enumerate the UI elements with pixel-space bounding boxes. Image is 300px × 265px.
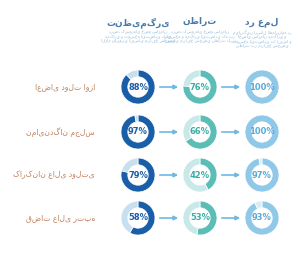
Text: نمایندگان مجلس: نمایندگان مجلس xyxy=(26,127,95,137)
Text: قضات عالی رتبه: قضات عالی رتبه xyxy=(26,214,95,223)
Text: افشای منافع شخصی نظارت دارند: افشای منافع شخصی نظارت دارند xyxy=(164,39,236,43)
Text: 93%: 93% xyxy=(252,214,272,223)
Wedge shape xyxy=(245,158,279,192)
Wedge shape xyxy=(245,70,279,104)
Text: کارکنان عالی دولتی: کارکنان عالی دولتی xyxy=(14,170,95,179)
Text: تنظیمگری: تنظیمگری xyxy=(106,17,170,28)
Wedge shape xyxy=(186,115,217,149)
Wedge shape xyxy=(255,201,262,209)
Text: الزام قانونی افشای منافع شخصی: الزام قانونی افشای منافع شخصی xyxy=(101,39,175,43)
Wedge shape xyxy=(122,158,138,173)
Text: 76%: 76% xyxy=(190,82,210,91)
Text: 88%: 88% xyxy=(128,82,148,91)
Wedge shape xyxy=(126,70,138,80)
Wedge shape xyxy=(183,158,208,192)
Text: میانگین ارسال اظهارنامه در: میانگین ارسال اظهارنامه در xyxy=(233,30,291,35)
Wedge shape xyxy=(183,70,217,104)
Text: 100%: 100% xyxy=(249,82,275,91)
Wedge shape xyxy=(245,115,279,149)
Text: 100%: 100% xyxy=(249,127,275,136)
Text: توسعه و همکاری اقتصادی که بر: توسعه و همکاری اقتصادی که بر xyxy=(165,34,235,39)
Text: 66%: 66% xyxy=(190,127,210,136)
Wedge shape xyxy=(200,158,217,190)
Text: 58%: 58% xyxy=(128,214,148,223)
Text: نظارت: نظارت xyxy=(183,17,217,26)
Text: اعضای دولت اوزا: اعضای دولت اوزا xyxy=(35,82,95,91)
Wedge shape xyxy=(245,201,279,235)
Wedge shape xyxy=(183,115,200,141)
Text: درصد کشورهای عضو سازمان: درصد کشورهای عضو سازمان xyxy=(171,30,229,34)
Wedge shape xyxy=(121,115,155,149)
Wedge shape xyxy=(197,201,217,235)
Text: توسعه اقتصادی با افشا و: توسعه اقتصادی با افشا و xyxy=(233,39,291,43)
Text: در عمل: در عمل xyxy=(245,17,279,27)
Wedge shape xyxy=(121,158,155,192)
Text: نظارت بر منافع شخصی: نظارت بر منافع شخصی xyxy=(236,43,288,47)
Text: 79%: 79% xyxy=(128,170,148,179)
Text: درصد کشورهای عضو سازمان: درصد کشورهای عضو سازمان xyxy=(109,30,167,34)
Wedge shape xyxy=(121,70,155,104)
Text: 53%: 53% xyxy=(190,214,210,223)
Text: همکاری و توسعه اقتصادی دارای: همکاری و توسعه اقتصادی دارای xyxy=(105,34,171,39)
Wedge shape xyxy=(183,70,200,86)
Wedge shape xyxy=(121,201,138,233)
Text: اعضای سازمان همکاری و: اعضای سازمان همکاری و xyxy=(238,34,286,39)
Text: 42%: 42% xyxy=(190,170,210,179)
Wedge shape xyxy=(183,201,200,235)
Text: 97%: 97% xyxy=(128,127,148,136)
Text: 97%: 97% xyxy=(252,170,272,179)
Wedge shape xyxy=(130,201,155,235)
Wedge shape xyxy=(259,158,262,165)
Wedge shape xyxy=(135,115,138,122)
